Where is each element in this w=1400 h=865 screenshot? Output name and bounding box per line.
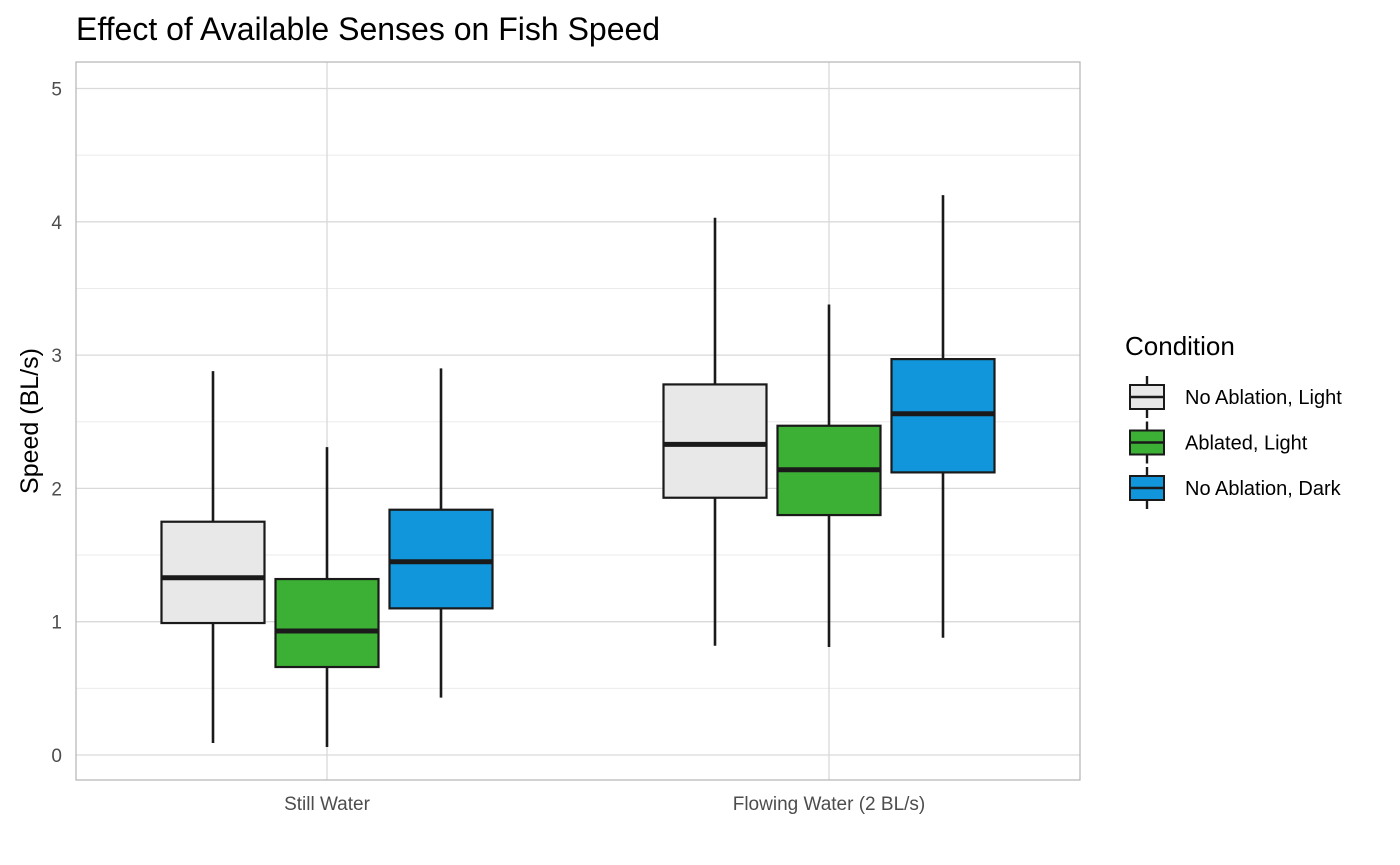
box [274,577,380,669]
boxplot [274,447,380,748]
boxplots [160,195,996,748]
y-tick-label: 5 [51,80,62,101]
panel-border [75,61,1081,781]
box [662,383,768,499]
legend-title: Condition [1125,331,1235,361]
y-tick-label: 1 [51,613,62,634]
legend-label: No Ablation, Dark [1185,478,1342,500]
legend-item: Ablated, Light [1129,421,1308,464]
y-tick-label: 3 [51,346,62,367]
y-axis-title: Speed (BL/s) [16,348,44,494]
y-tick-label: 2 [51,479,62,500]
boxplot [160,371,266,744]
boxplot [776,304,882,648]
legend-item: No Ablation, Dark [1129,467,1342,509]
box [160,520,266,625]
boxplot [662,217,768,646]
x-tick-label: Flowing Water (2 BL/s) [733,794,926,815]
x-tick-label: Still Water [284,794,371,815]
chart-title: Effect of Available Senses on Fish Speed [76,11,660,47]
boxplot [890,195,996,638]
x-axis-ticks: Still Water Flowing Water (2 BL/s) [284,794,925,815]
legend-label: No Ablation, Light [1185,387,1342,409]
y-tick-label: 0 [51,746,62,767]
legend: Condition No Ablation, Light Ablated, Lig… [1125,331,1342,509]
plot-panel [75,61,1081,781]
legend-item: No Ablation, Light [1129,376,1342,418]
y-axis-ticks: 0 1 2 3 4 5 [51,80,62,768]
box [388,508,494,610]
y-tick-label: 4 [51,213,62,234]
boxplot [388,368,494,698]
legend-label: Ablated, Light [1185,433,1308,455]
